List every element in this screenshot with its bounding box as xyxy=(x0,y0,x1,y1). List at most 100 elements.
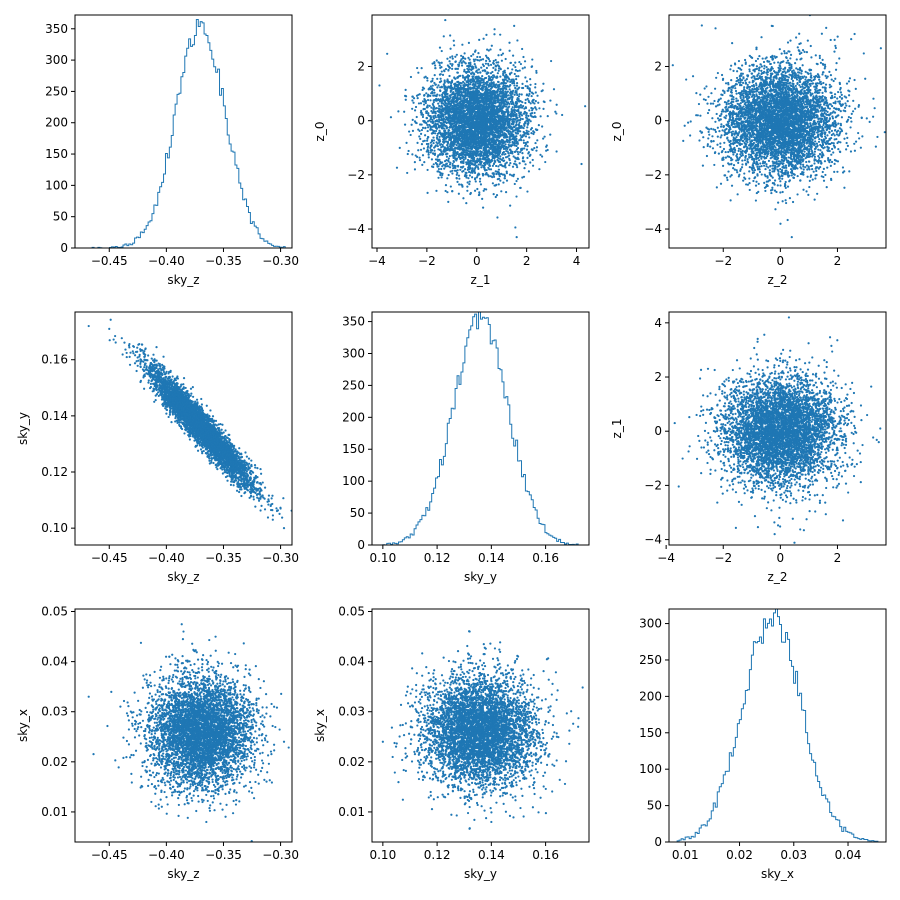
scatter-point xyxy=(462,121,465,124)
scatter-point xyxy=(525,94,528,97)
scatter-point xyxy=(497,95,500,98)
scatter-point xyxy=(520,135,524,139)
scatter-point xyxy=(514,163,517,166)
scatter-point xyxy=(443,164,447,167)
scatter-point xyxy=(462,158,465,161)
scatter-point xyxy=(449,84,452,87)
scatter-point xyxy=(509,91,512,94)
scatter-point xyxy=(428,123,431,127)
scatter-point xyxy=(483,151,486,154)
scatter-point xyxy=(522,104,525,108)
scatter-point xyxy=(438,141,441,144)
scatter-point xyxy=(503,95,506,98)
scatter-point xyxy=(509,148,512,151)
scatter-point xyxy=(478,38,481,42)
scatter-point xyxy=(413,161,416,164)
scatter-point xyxy=(449,170,452,173)
scatter-point xyxy=(490,44,493,47)
scatter-point xyxy=(511,144,514,147)
scatter-point xyxy=(477,150,480,153)
scatter-point xyxy=(431,140,434,143)
scatter-point xyxy=(477,127,480,130)
scatter-point xyxy=(493,33,496,36)
scatter-point xyxy=(472,124,475,128)
scatter-point xyxy=(479,87,482,90)
scatter-point xyxy=(443,150,446,153)
scatter-point xyxy=(462,127,466,131)
scatter-point xyxy=(471,86,474,89)
scatter-point xyxy=(438,64,441,67)
scatter-point xyxy=(506,118,509,121)
scatter-point xyxy=(474,139,477,142)
scatter-point xyxy=(483,132,486,135)
scatter-point xyxy=(482,37,485,40)
scatter-point xyxy=(479,129,482,133)
scatter-point xyxy=(427,156,430,159)
scatter-point xyxy=(415,121,418,125)
scatter-point xyxy=(404,88,407,91)
scatter-point xyxy=(423,94,426,97)
scatter-point xyxy=(477,163,480,166)
scatter-point xyxy=(516,88,519,91)
scatter-point xyxy=(503,75,506,78)
scatter-point xyxy=(434,158,438,161)
scatter-point xyxy=(508,144,511,147)
scatter-point xyxy=(525,114,528,117)
scatter-point xyxy=(447,134,450,137)
scatter-point xyxy=(426,76,429,80)
scatter-point xyxy=(515,116,518,119)
scatter-point xyxy=(517,152,520,156)
scatter-point xyxy=(434,83,437,86)
scatter-point xyxy=(430,92,433,95)
scatter-point xyxy=(542,107,545,110)
scatter-point xyxy=(499,33,502,36)
scatter-point xyxy=(494,133,497,137)
scatter-point xyxy=(460,110,463,113)
scatter-point xyxy=(461,156,464,159)
scatter-point xyxy=(476,174,479,177)
scatter-point xyxy=(513,105,516,109)
scatter-point xyxy=(430,158,434,161)
scatter-point xyxy=(508,124,511,127)
scatter-point xyxy=(464,132,468,136)
scatter-point xyxy=(491,114,495,117)
scatter-point xyxy=(427,93,430,96)
scatter-point xyxy=(516,166,519,169)
scatter-point xyxy=(512,155,515,158)
scatter-point xyxy=(436,155,439,158)
scatter-point xyxy=(520,126,523,129)
scatter-point xyxy=(469,171,472,174)
scatter-point xyxy=(501,151,505,154)
scatter-point xyxy=(448,81,451,84)
scatter-point xyxy=(487,49,490,52)
scatter-point xyxy=(550,59,553,63)
scatter-point xyxy=(468,102,471,105)
scatter-point xyxy=(428,104,431,107)
scatter-point xyxy=(423,100,426,103)
scatter-point xyxy=(497,54,500,57)
scatter-point xyxy=(406,152,409,156)
scatter-point xyxy=(480,137,483,140)
scatter-point xyxy=(457,65,460,68)
scatter-point xyxy=(463,104,467,107)
scatter-point xyxy=(491,182,494,185)
scatter-point xyxy=(443,146,446,149)
scatter-point xyxy=(496,216,499,219)
scatter-point xyxy=(445,112,449,115)
scatter-point xyxy=(482,101,485,104)
scatter-point xyxy=(554,110,557,113)
scatter-point xyxy=(465,118,468,121)
scatter-point xyxy=(429,151,432,154)
scatter-point xyxy=(449,147,452,150)
scatter-point xyxy=(497,100,500,104)
scatter-point xyxy=(488,168,491,171)
scatter-point xyxy=(484,138,487,142)
scatter-point xyxy=(531,164,535,167)
scatter-point xyxy=(529,120,532,123)
scatter-point xyxy=(516,130,519,133)
scatter-point xyxy=(417,102,421,105)
scatter-point xyxy=(460,54,463,57)
scatter-point xyxy=(452,151,455,155)
scatter-point xyxy=(518,115,521,118)
scatter-point xyxy=(492,61,495,65)
